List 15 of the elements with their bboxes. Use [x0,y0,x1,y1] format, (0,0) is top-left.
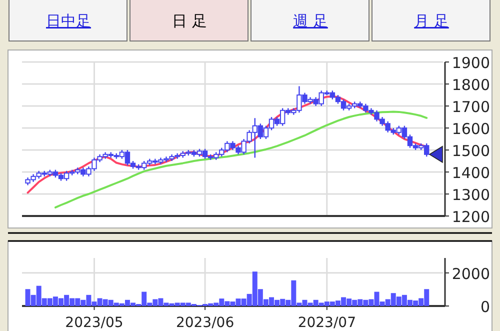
y-tick-label: 1400 [452,164,490,182]
x-tick-label: 2023/06 [176,315,234,331]
y-tick-label: 1900 [452,54,490,72]
line-series [54,110,428,208]
y-tick-label: 2000 [452,264,490,283]
y-tick-label: 1500 [452,142,490,160]
y-tick-label: 0 [480,298,490,316]
y-tick-label: 1200 [452,208,490,226]
x-tick-label: 2023/07 [298,315,356,331]
tabs: 日中足 日 足 週 足 月 足 [8,0,490,42]
y-tick-label: 1800 [452,76,490,94]
y-tick-label: 1600 [452,120,490,138]
x-tick-label: 2023/05 [65,315,124,331]
y-tick-label: 1700 [452,98,490,116]
y-tick-label: 1300 [452,186,490,204]
